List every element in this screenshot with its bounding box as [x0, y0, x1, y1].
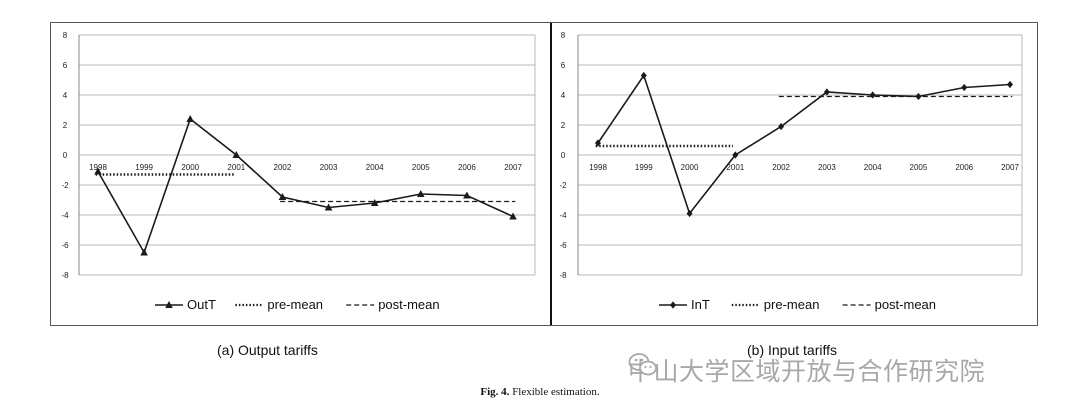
data-point [778, 122, 785, 131]
y-tick-label: 2 [63, 121, 68, 130]
watermark: 中山大学区域开放与合作研究院 [628, 352, 985, 388]
x-tick-label: 2007 [504, 163, 522, 172]
x-tick-label: 2001 [227, 163, 245, 172]
y-tick-label: 6 [63, 61, 68, 70]
series-line-int [597, 73, 1011, 216]
y-tick-label: 0 [561, 151, 566, 160]
y-tick-label: -8 [61, 271, 69, 280]
figure-text: Flexible estimation. [512, 386, 600, 398]
legend-item-pre-mean: pre-mean [731, 297, 820, 312]
y-tick-label: 2 [561, 121, 566, 130]
x-tick-label: 2007 [1001, 163, 1019, 172]
chart-panel-input-tariffs: 8 6 4 2 0 -2 -4 -6 -8 1998 1999 2000 2001 2002 2003 200… [551, 22, 1038, 326]
data-point [509, 212, 517, 220]
data-point [823, 88, 830, 96]
x-tick-label: 2001 [726, 163, 744, 172]
x-tick-label: 2005 [910, 163, 928, 172]
y-tick-label: -4 [559, 211, 567, 220]
legend-label: InT [691, 297, 710, 312]
data-point [416, 190, 425, 197]
x-tick-label: 2003 [818, 163, 836, 172]
data-point [732, 151, 739, 159]
legend-label: pre-mean [764, 297, 820, 312]
subcaption-output-tariffs: (a) Output tariffs [217, 342, 318, 358]
legend-item-outt: OutT [155, 297, 216, 312]
data-point [595, 139, 601, 147]
y-tick-label: -4 [61, 211, 69, 220]
data-point [186, 115, 195, 122]
data-point [1007, 80, 1013, 89]
data-point [869, 91, 876, 99]
data-point [324, 203, 333, 211]
legend-marker [165, 301, 173, 308]
data-point [463, 191, 471, 199]
x-tick-label: 1999 [135, 163, 153, 172]
x-tick-label: 1998 [89, 163, 107, 172]
legend-item-post-mean: post-mean [346, 297, 440, 312]
y-tick-label: 8 [561, 31, 566, 40]
data-point [140, 248, 148, 256]
wechat-icon [628, 353, 657, 376]
chart-panel-output-tariffs: 8 6 4 2 0 -2 -4 -6 -8 1998 1999 2000 2001 2002 2003 200… [50, 22, 552, 326]
legend-label: pre-mean [267, 297, 323, 312]
x-tick-label: 2005 [412, 163, 430, 172]
legend-item-pre-mean: pre-mean [235, 297, 323, 312]
legend-label: post-mean [378, 297, 439, 312]
legend-marker [670, 301, 676, 309]
y-tick-label: 6 [561, 61, 566, 70]
data-point [232, 151, 241, 158]
x-tick-label: 2000 [681, 163, 699, 172]
y-tick-label: -6 [559, 241, 567, 250]
legend-label: OutT [187, 297, 216, 312]
data-point [278, 193, 287, 200]
figure-caption: Fig. 4. Flexible estimation. [0, 386, 1080, 398]
x-tick-label: 2006 [955, 163, 973, 172]
legend-item-int: InT [659, 297, 710, 312]
data-point [94, 167, 102, 175]
x-tick-label: 2004 [366, 163, 384, 172]
data-point [640, 71, 647, 80]
y-tick-label: 8 [63, 31, 68, 40]
x-tick-label: 2004 [864, 163, 882, 172]
y-tick-label: 4 [63, 91, 68, 100]
subcaption-input-tariffs: (b) Input tariffs [747, 342, 838, 358]
series-line-outt [97, 117, 514, 255]
x-tick-label: 2002 [772, 163, 790, 172]
data-point [961, 83, 968, 92]
x-tick-label: 2000 [181, 163, 199, 172]
watermark-text: 中山大学区域开放与合作研究院 [628, 358, 986, 386]
x-tick-label: 2003 [320, 163, 338, 172]
legend-item-post-mean: post-mean [842, 297, 936, 312]
x-tick-label: 1998 [589, 163, 607, 172]
input-tariffs-chart: 8 6 4 2 0 -2 -4 -6 -8 1998 1999 2000 2001 2002 2003 200… [559, 31, 1023, 312]
x-tick-label: 2002 [274, 163, 292, 172]
y-tick-label: -6 [61, 241, 69, 250]
data-point [370, 199, 379, 206]
y-tick-label: -8 [559, 271, 567, 280]
y-tick-label: -2 [559, 181, 567, 190]
x-tick-label: 1999 [635, 163, 653, 172]
y-tick-label: -2 [61, 181, 69, 190]
y-tick-label: 0 [63, 151, 68, 160]
data-point [686, 209, 693, 218]
legend-label: post-mean [875, 297, 936, 312]
x-tick-label: 2006 [458, 163, 476, 172]
y-tick-label: 4 [561, 91, 566, 100]
figure-label: Fig. 4. [480, 386, 510, 398]
output-tariffs-chart: 8 6 4 2 0 -2 -4 -6 -8 1998 1999 2000 2001 2002 2003 200… [61, 31, 536, 312]
